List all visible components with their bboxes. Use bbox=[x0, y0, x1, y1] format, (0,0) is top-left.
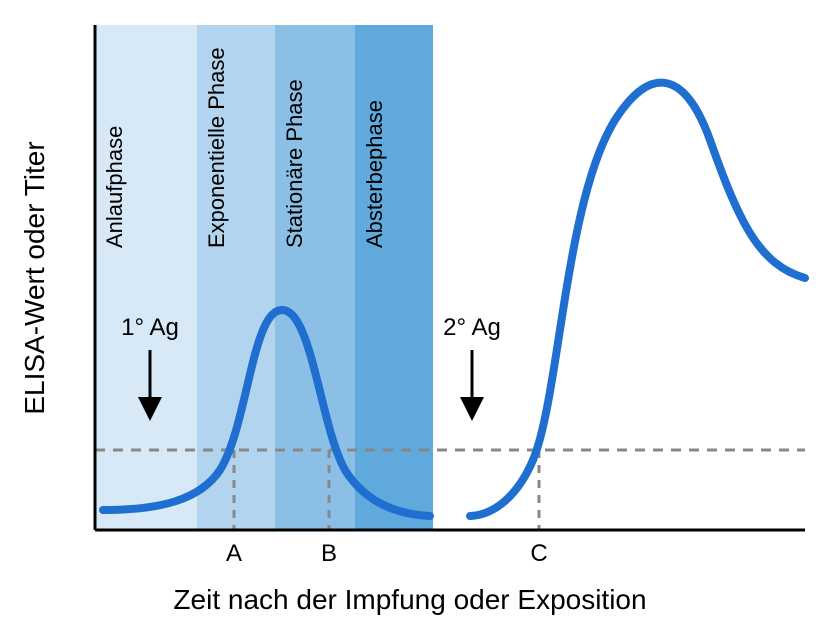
xtick-label-B: B bbox=[321, 540, 337, 568]
x-axis-label: Zeit nach der Impfung oder Exposition bbox=[173, 584, 646, 616]
xtick-label-A: A bbox=[226, 540, 242, 568]
phase-label-1: Exponentielle Phase bbox=[204, 47, 230, 248]
annotation-label-0: 1° Ag bbox=[121, 314, 179, 342]
phase-label-3: Absterbephase bbox=[362, 100, 388, 248]
phase-band-0 bbox=[95, 25, 197, 530]
chart-stage: ELISA-Wert oder Titer Zeit nach der Impf… bbox=[0, 0, 820, 628]
xtick-label-C: C bbox=[530, 540, 547, 568]
annotation-label-1: 2° Ag bbox=[443, 314, 501, 342]
y-axis-label: ELISA-Wert oder Titer bbox=[19, 141, 51, 414]
phase-label-0: Anlaufphase bbox=[102, 126, 128, 248]
phase-label-2: Stationäre Phase bbox=[282, 79, 308, 248]
